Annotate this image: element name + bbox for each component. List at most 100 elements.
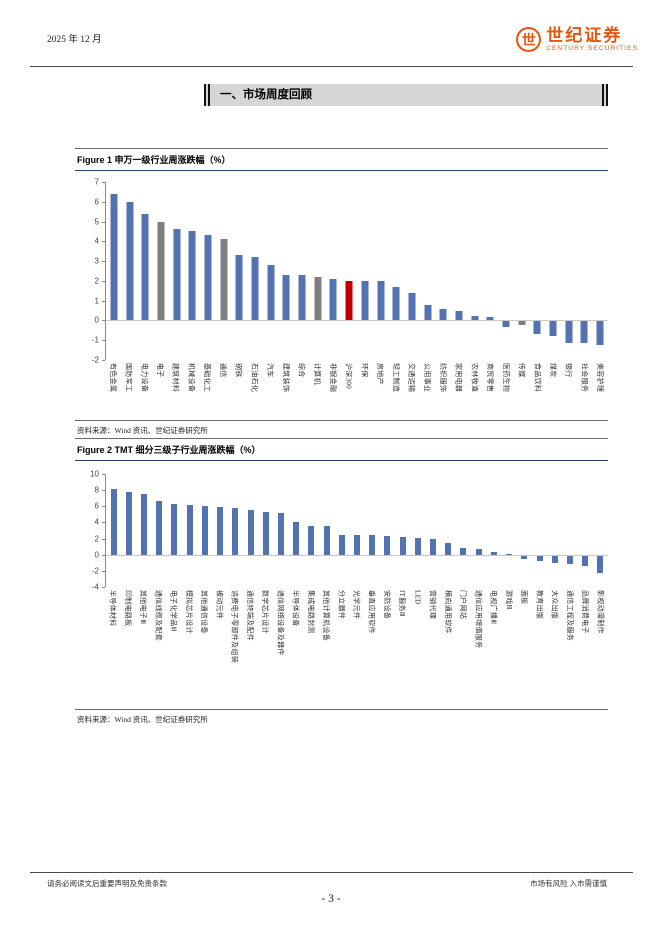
bar: [597, 555, 604, 574]
bar: [314, 276, 322, 321]
category-label: 电子化学品Ⅲ: [169, 590, 178, 632]
category-label: 有色金属: [108, 363, 117, 393]
category-label: 通信: [218, 363, 227, 378]
category-label: 家用电器: [454, 363, 463, 393]
category-label: 半导体材料: [108, 590, 117, 627]
category-label: 面板: [520, 590, 529, 605]
category-label: 交通运输: [407, 363, 416, 393]
category-label: 半导体设备: [291, 590, 300, 627]
bar: [235, 255, 243, 321]
report-date: 2025 年 12 月: [47, 35, 102, 45]
bar: [251, 257, 259, 321]
y-axis-tick-mark: [102, 538, 105, 540]
bar: [475, 549, 482, 555]
category-label: 营销代理: [428, 590, 437, 620]
bar: [460, 548, 467, 555]
bar: [323, 526, 330, 555]
category-label: 光学元件: [352, 590, 361, 620]
plot-area: [105, 474, 608, 587]
brand-logo: 世 世纪证券 CENTURY SECURITIES: [516, 27, 638, 53]
brand-name-cn: 世纪证券: [546, 26, 623, 45]
bar: [424, 304, 432, 321]
category-label: 大众出版: [550, 590, 559, 620]
bar: [439, 308, 447, 321]
bar: [565, 321, 573, 344]
y-axis-tick-label: 10: [90, 469, 99, 479]
category-label: 其他电子Ⅲ: [139, 590, 148, 625]
category-label: 美容护理: [596, 363, 605, 393]
y-axis-tick-label: 3: [94, 256, 99, 266]
category-label: 其他计算机设备: [322, 590, 330, 642]
bar: [157, 221, 165, 321]
bar: [173, 229, 181, 321]
category-label: 石油石化: [250, 363, 259, 393]
category-label: 消费电子零部件及组装: [230, 590, 239, 663]
y-axis-tick-label: 1: [94, 296, 99, 306]
bar: [549, 321, 557, 337]
y-axis-tick-mark: [102, 300, 105, 302]
category-label: 轻工制造: [391, 363, 400, 393]
bar: [518, 321, 526, 326]
y-axis-tick-label: 6: [94, 197, 99, 207]
footer-divider: [30, 872, 633, 873]
footer-disclaimer: 请务必阅读文后重要声明及免责条款: [47, 879, 167, 888]
bar: [471, 315, 479, 321]
y-axis-tick-mark: [102, 201, 105, 203]
bar: [141, 494, 148, 555]
y-axis-tick-mark: [102, 182, 105, 183]
bar: [338, 534, 345, 555]
bar: [582, 555, 589, 567]
y-axis-tick-mark: [102, 221, 105, 223]
category-label: 垂直应用软件: [367, 590, 376, 634]
category-axis: 半导体材料 印制电路板 其他电子Ⅲ 通信线缆及配套 电子化学品Ⅲ 模拟芯片设计 其他通信设备…: [105, 590, 608, 708]
category-label: IT服务Ⅲ: [398, 590, 407, 617]
category-label: 纺织服饰: [438, 363, 447, 393]
bar: [392, 286, 400, 321]
bar: [247, 510, 254, 555]
bar: [329, 278, 337, 321]
figure-1-title: Figure 1 申万一级行业周涨跌幅（%）: [75, 148, 608, 171]
category-label: 煤炭: [548, 363, 557, 378]
y-axis-tick-mark: [102, 570, 105, 572]
figure-1-source: 资料来源：Wind 资讯、世纪证券研究所: [75, 420, 608, 438]
category-label: 基础化工: [203, 363, 212, 393]
category-label: 印制电路板: [123, 590, 132, 627]
category-label: 门户网站: [459, 590, 468, 620]
bar: [298, 274, 306, 321]
category-label: 游戏Ⅲ: [504, 590, 513, 610]
category-label: 沪深300: [344, 363, 353, 389]
y-axis-tick-mark: [102, 587, 105, 588]
bar: [551, 555, 558, 563]
y-axis-tick-label: 2: [94, 534, 99, 544]
bar: [267, 265, 275, 321]
bar: [455, 310, 463, 321]
category-label: 商贸零售: [486, 363, 495, 393]
y-axis-tick-mark: [102, 241, 105, 243]
bar: [596, 321, 604, 346]
bar: [186, 505, 193, 555]
bar: [486, 317, 494, 321]
bar: [232, 507, 239, 555]
bar: [399, 536, 406, 555]
bar: [414, 537, 421, 555]
y-axis-tick-label: 2: [94, 276, 99, 286]
category-label: 汽车: [266, 363, 275, 378]
category-label: 社会服务: [580, 363, 589, 393]
y-axis-tick-label: 7: [94, 177, 99, 187]
figure-2-chart: 10 8 6 4 2 0 -2 -4 半导体材料 印制电路板 其他电子Ⅲ 通信线缆及配套 电子化学品Ⅲ 模…: [75, 461, 608, 709]
bar: [201, 506, 208, 555]
y-axis-tick-mark: [102, 474, 105, 475]
bar: [430, 539, 437, 555]
bar: [188, 231, 196, 321]
category-label: 影视动漫制作: [596, 590, 605, 634]
category-label: 品牌消费电子: [581, 590, 590, 634]
category-label: 综合: [297, 363, 306, 378]
category-label: 环保: [360, 363, 369, 378]
bar: [521, 555, 528, 560]
y-axis-tick-label: -2: [91, 355, 99, 365]
y-axis-tick-mark: [102, 320, 105, 322]
category-axis: 有色金属 国防军工 电力设备 电子 建筑材料 机械设备 基础化工 通信 钢铁 石油石化 汽车 建筑装饰…: [105, 363, 608, 419]
category-label: 钢铁: [234, 363, 243, 378]
bar: [308, 525, 315, 555]
category-label: 建筑装饰: [281, 363, 290, 393]
